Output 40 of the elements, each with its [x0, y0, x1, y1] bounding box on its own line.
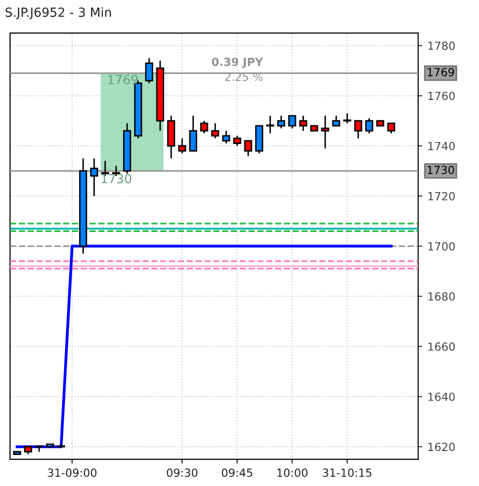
y-tick-label: 1740	[428, 142, 455, 150]
x-tick-label: 09:30	[166, 468, 198, 477]
y-tick-label: 1700	[428, 242, 455, 251]
annotation: 0.39 JPY	[212, 58, 264, 68]
y-tick-label: 1680	[428, 292, 455, 301]
ref-line-label: 1730	[428, 166, 454, 174]
candlestick	[365, 118, 374, 134]
candlestick	[354, 120, 362, 140]
y-tick-label: 1660	[428, 342, 455, 351]
y-tick-label: 1760	[428, 92, 455, 100]
candlestick	[343, 112, 352, 124]
candlestick	[299, 115, 308, 132]
candlestick	[387, 122, 396, 134]
y-tick-label: 1720	[428, 192, 455, 200]
candlestick	[277, 115, 286, 130]
chart-title: S.JP.J6952 - 3 Min	[6, 7, 111, 20]
candlestick	[200, 120, 208, 134]
candlestick	[189, 115, 198, 152]
candlestick	[90, 158, 98, 197]
candlestick	[321, 115, 330, 150]
annotation: 1769	[108, 74, 138, 84]
candlestick	[332, 115, 340, 127]
candlestick	[178, 138, 186, 154]
annotation: 1730	[102, 174, 132, 184]
annotation: 2.25 %	[225, 72, 262, 82]
candlestick	[222, 130, 230, 144]
candlestick	[211, 122, 220, 140]
x-tick-label: 10:00	[277, 468, 308, 477]
candlestick	[266, 115, 274, 134]
x-tick-label: 09:45	[222, 468, 252, 477]
y-tick-label: 1620	[428, 442, 455, 452]
x-tick-label: 31-10:15	[322, 468, 372, 477]
candlestick	[145, 57, 154, 84]
x-tick-label: 31-09:00	[48, 468, 96, 477]
y-tick-label: 1780	[428, 42, 455, 50]
candlestick	[244, 140, 252, 157]
candlestick	[288, 115, 296, 130]
candlestick	[233, 135, 242, 147]
y-tick-label: 1640	[428, 392, 455, 401]
ref-line-label: 1769	[428, 68, 454, 76]
